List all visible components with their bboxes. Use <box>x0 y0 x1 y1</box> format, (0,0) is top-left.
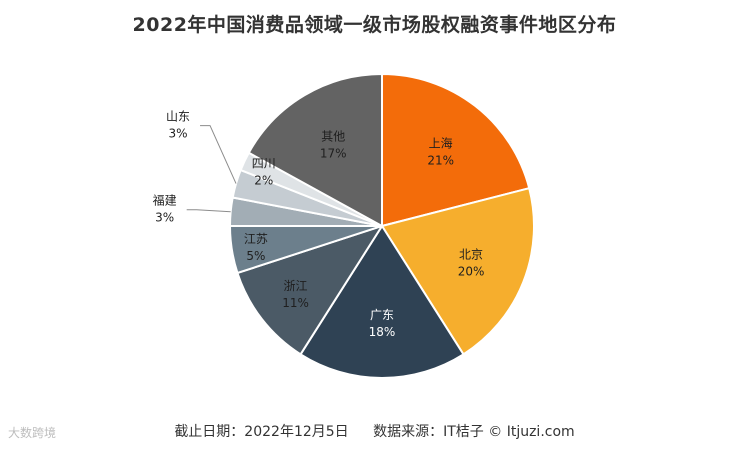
leader-line-6 <box>200 125 237 184</box>
slice-value-label-6: 3% <box>169 127 188 141</box>
source-note: 数据来源：IT桔子 © Itjuzi.com <box>373 424 575 440</box>
slice-name-label-6: 山东 <box>166 110 190 124</box>
date-note: 截止日期：2022年12月5日 <box>174 424 349 440</box>
slice-value-label-8: 17% <box>320 147 347 161</box>
slice-name-label-8: 其他 <box>321 130 345 144</box>
chart-title: 2022年中国消费品领域一级市场股权融资事件地区分布 <box>132 14 617 36</box>
watermark-logo: 大数跨境 <box>8 426 57 440</box>
slice-name-label-4: 江苏 <box>244 232 268 246</box>
pie-slice-8 <box>247 72 383 228</box>
slice-value-label-4: 5% <box>246 249 265 263</box>
footer: 截止日期：2022年12月5日 数据来源：IT桔子 © Itjuzi.com <box>0 421 749 441</box>
slice-value-label-5: 3% <box>155 211 174 225</box>
slice-name-label-0: 上海 <box>429 135 453 150</box>
slice-value-label-7: 2% <box>254 173 273 187</box>
slice-name-label-2: 广东 <box>370 308 394 322</box>
slice-name-label-5: 福建 <box>153 193 177 208</box>
slice-value-label-3: 11% <box>282 296 309 310</box>
pie-slice-2 <box>299 224 465 379</box>
leader-line-5 <box>186 209 231 213</box>
slice-name-label-1: 北京 <box>459 247 483 261</box>
pie-slice-3 <box>236 224 385 356</box>
slice-name-label-3: 浙江 <box>284 279 308 293</box>
pie-slice-1 <box>380 186 535 356</box>
slice-value-label-0: 21% <box>427 153 454 167</box>
slice-value-label-1: 20% <box>458 264 485 278</box>
pie-slice-0 <box>381 72 531 228</box>
slice-name-label-7: 四川 <box>252 156 276 170</box>
slice-value-label-2: 18% <box>369 325 396 339</box>
